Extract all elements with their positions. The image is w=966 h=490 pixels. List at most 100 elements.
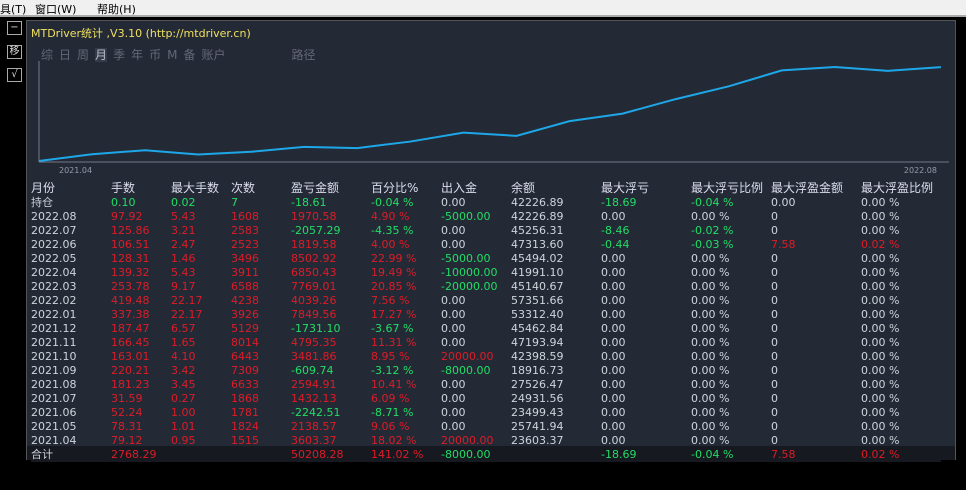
cell-手数: 106.51 [111,238,150,251]
move-button[interactable]: 移 [7,45,22,59]
tab-9[interactable]: 账户 [201,48,226,62]
cell-最大浮亏比例: 0.00 % [691,406,730,419]
cell-最大手数: 0.02 [171,196,196,209]
cell-最大浮盈金额: 7.58 [771,448,861,462]
column-header[interactable]: 最大浮盈金额 [771,181,844,195]
cell-盈亏金额: 4795.35 [291,336,337,349]
cell-出入金: 0.00 [441,224,466,237]
cell-出入金: -20000.00 [441,280,498,293]
cell-月份: 2022.03 [31,280,77,293]
cell-盈亏金额: -2242.51 [291,406,341,419]
table-row[interactable]: 2022.03 253.78 9.17 6588 7769.01 20.85 % -2000… [31,280,941,294]
table-row[interactable]: 2022.07 125.86 3.21 2583 -2057.29 -4.35 % 0.00… [31,224,941,238]
cell-次数: 1824 [231,420,259,433]
cell-月份: 2022.06 [31,238,77,251]
cell-出入金: 0.00 [441,308,466,321]
menu-tools[interactable]: 具(T) [0,3,27,16]
check-button[interactable]: √ [7,68,22,82]
cell-最大浮盈比例: 0.00 % [861,434,900,447]
tab-7[interactable]: M [167,48,178,62]
cell-最大手数: 22.17 [171,308,203,321]
cell-最大浮亏比例: 0.00 % [691,420,730,433]
cell-百分比%: 6.09 % [371,392,410,405]
table-row[interactable]: 持仓 0.10 0.02 7 -18.61 -0.04 % 0.00 42226.89 -18.… [31,196,941,210]
tab-5[interactable]: 年 [131,48,144,62]
cell-最大手数: 3.21 [171,224,196,237]
cell-月份: 2022.02 [31,294,77,307]
column-header[interactable]: 百分比% [371,181,419,195]
table-row[interactable]: 2022.01 337.38 22.17 3926 7849.56 17.27 % 0.00… [31,308,941,322]
cell-最大浮亏比例: -0.04 % [691,196,734,209]
table-row[interactable]: 2021.05 78.31 1.01 1824 2138.57 9.06 % 0.00 257… [31,420,941,434]
column-header[interactable]: 出入金 [441,181,478,195]
cell-盈亏金额: 2594.91 [291,378,337,391]
cell-最大手数: 3.45 [171,378,196,391]
cell-百分比%: -8.71 % [371,406,414,419]
table-row[interactable]: 2022.02 419.48 22.17 4238 4039.26 7.56 % 0.00 5… [31,294,941,308]
column-header[interactable]: 最大手数 [171,181,220,195]
cell-最大浮盈金额: 0 [771,378,778,391]
cell-最大浮盈比例: 0.00 % [861,350,900,363]
minimize-button[interactable]: − [7,21,22,35]
cell-余额: 45140.67 [511,280,564,293]
table-row[interactable]: 2021.08 181.23 3.45 6633 2594.91 10.41 % 0.00 2… [31,378,941,392]
cell-最大手数: 1.01 [171,420,196,433]
tab-6[interactable]: 币 [149,48,162,62]
cell-余额: 27526.47 [511,378,564,391]
cell-余额: 53312.40 [511,308,564,321]
cell-最大浮盈金额: 0 [771,392,778,405]
cell-手数: 97.92 [111,210,143,223]
table-row[interactable]: 2021.07 31.59 0.27 1868 1432.13 6.09 % 0.00 249… [31,392,941,406]
table-row[interactable]: 2022.05 128.31 1.46 3496 8502.92 22.99 % -5000… [31,252,941,266]
column-header[interactable]: 手数 [111,181,136,195]
tab-3[interactable]: 月 [95,48,108,62]
cell-次数: 6443 [231,350,259,363]
cell-最大浮亏: 0.00 [601,406,626,419]
cell-最大手数: 1.65 [171,336,196,349]
cell-盈亏金额: 7849.56 [291,308,337,321]
table-row[interactable]: 2021.11 166.45 1.65 8014 4795.35 11.31 % 0.00 4… [31,336,941,350]
column-header[interactable]: 最大浮亏比例 [691,181,764,195]
table-row[interactable]: 2021.09 220.21 3.42 7309 -609.74 -3.12 % -8000… [31,364,941,378]
cell-手数: 0.10 [111,196,136,209]
column-header[interactable]: 余额 [511,181,536,195]
column-header[interactable]: 最大浮亏 [601,181,650,195]
cell-最大浮盈比例: 0.00 % [861,224,900,237]
equity-line [38,65,942,162]
cell-最大手数: 6.57 [171,322,196,335]
table-row[interactable]: 2021.06 52.24 1.00 1781 -2242.51 -8.71 % 0.00 2… [31,406,941,420]
stats-panel: MTDriver统计 ,V3.10 (http://mtdriver.cn) 综… [26,20,956,462]
tab-4[interactable]: 季 [113,48,126,62]
tab-10[interactable]: 路径 [291,48,316,62]
table-row[interactable]: 2022.08 97.92 5.43 1608 1970.58 4.90 % -5000.0… [31,210,941,224]
cell-最大浮盈比例: 0.00 % [861,252,900,265]
column-header[interactable]: 盈亏金额 [291,181,340,195]
tab-8[interactable]: 备 [183,48,196,62]
menu-window[interactable]: 窗口(W) [35,3,77,16]
table-row[interactable]: 2022.04 139.32 5.43 3911 6850.43 19.49 % -1000… [31,266,941,280]
column-header[interactable]: 最大浮盈比例 [861,181,934,195]
table-row[interactable]: 2022.06 106.51 2.47 2523 1819.58 4.00 % 0.00 47… [31,238,941,252]
column-header[interactable]: 月份 [31,181,56,195]
cell-最大手数: 4.10 [171,350,196,363]
cell-余额: 24931.56 [511,392,564,405]
cell-出入金: -8000.00 [441,448,511,462]
total-row[interactable]: 合计 2768.29 50208.28 141.02 % -8000.00 -18.69-… [31,448,941,462]
cell-百分比%: 19.49 % [371,266,417,279]
table-row[interactable]: 2021.12 187.47 6.57 5129 -1731.10 -3.67 % 0.00… [31,322,941,336]
menu-bar: 具(T) 窗口(W) 帮助(H) [0,0,966,17]
table-row[interactable]: 2021.10 163.01 4.10 6443 3481.86 8.95 % 20000.… [31,350,941,364]
cell-最大浮亏比例: 0.00 % [691,294,730,307]
column-header[interactable]: 次数 [231,181,256,195]
cell-盈亏金额: 2138.57 [291,420,337,433]
panel-title: MTDriver统计 ,V3.10 (http://mtdriver.cn) [31,27,251,40]
menu-help[interactable]: 帮助(H) [97,3,136,16]
cell-最大手数: 1.00 [171,406,196,419]
tab-0[interactable]: 综 [41,48,54,62]
tab-1[interactable]: 日 [59,48,72,62]
tab-2[interactable]: 周 [77,48,90,62]
cell-最大浮亏比例: 0.00 % [691,308,730,321]
cell-最大浮盈比例: 0.00 % [861,308,900,321]
table-row[interactable]: 2021.04 79.12 0.95 1515 3603.37 18.02 % 20000.… [31,434,941,448]
cell-手数: 163.01 [111,350,150,363]
